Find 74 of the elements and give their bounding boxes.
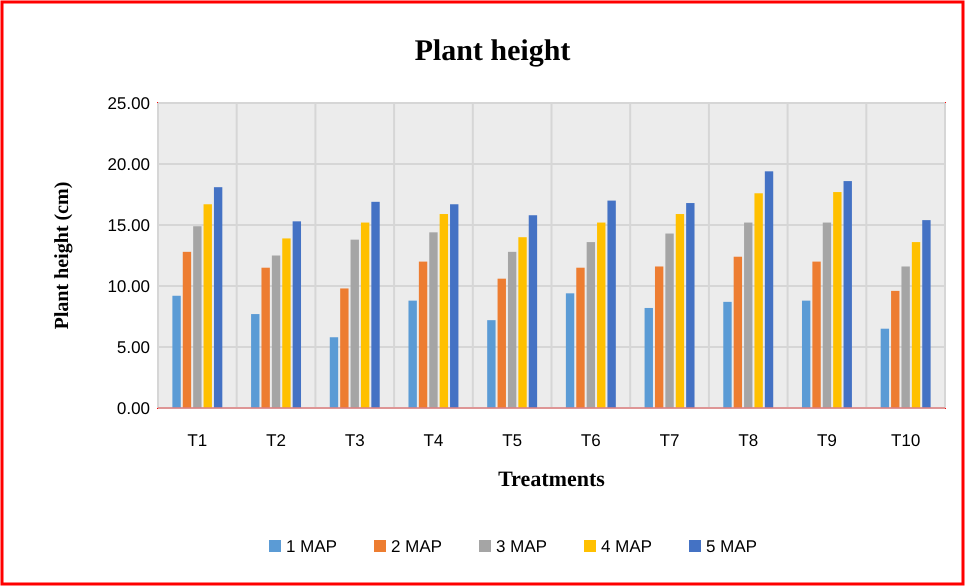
bar xyxy=(644,308,653,408)
bar xyxy=(214,187,222,408)
bar xyxy=(172,296,181,408)
x-tick-label: T10 xyxy=(891,431,920,450)
bar xyxy=(408,300,417,408)
y-tick-label: 5.00 xyxy=(116,338,150,357)
bar xyxy=(508,252,516,408)
y-tick-label: 10.00 xyxy=(107,276,150,296)
x-tick-label: T3 xyxy=(344,431,365,450)
bar xyxy=(723,302,732,408)
bar xyxy=(498,278,506,408)
bar xyxy=(350,240,359,408)
bar xyxy=(204,204,212,408)
bar xyxy=(833,192,842,408)
bar xyxy=(665,234,674,408)
y-axis-title: Plant height (cm) xyxy=(51,182,73,330)
bar xyxy=(597,222,606,408)
bar xyxy=(330,337,338,408)
bar xyxy=(822,222,832,408)
bar xyxy=(686,203,695,408)
bar xyxy=(360,222,370,408)
bar xyxy=(272,256,280,408)
bar xyxy=(371,202,380,408)
bar xyxy=(607,200,616,408)
bar xyxy=(764,171,774,408)
bar xyxy=(261,268,270,408)
bar xyxy=(429,232,438,408)
y-tick-label: 20.00 xyxy=(107,154,150,174)
bar xyxy=(880,328,890,408)
bar xyxy=(922,220,931,408)
bar xyxy=(802,300,810,408)
bar xyxy=(812,262,821,408)
bar xyxy=(654,266,664,408)
legend-label: 4 MAP xyxy=(601,536,652,556)
bar xyxy=(754,193,763,408)
bar xyxy=(251,314,260,408)
bar xyxy=(901,266,910,408)
bar xyxy=(744,222,752,408)
x-tick-label: T5 xyxy=(502,431,522,450)
bar xyxy=(566,293,574,408)
bar xyxy=(292,221,302,408)
y-tick-label: 0.00 xyxy=(116,398,150,418)
bar xyxy=(487,320,496,408)
y-tick-label: 25.00 xyxy=(107,94,150,113)
bar xyxy=(844,181,852,408)
bar xyxy=(576,268,585,408)
bar xyxy=(450,204,458,408)
legend-label: 2 MAP xyxy=(391,536,442,556)
bar xyxy=(440,214,448,408)
bar xyxy=(586,242,596,408)
x-tick-label: T1 xyxy=(187,431,208,450)
x-tick-label: T6 xyxy=(580,431,601,450)
bar xyxy=(528,215,538,408)
bar xyxy=(418,262,428,408)
bar xyxy=(734,256,742,408)
legend-label: 5 MAP xyxy=(706,536,758,556)
chart-title: Plant height xyxy=(414,34,570,67)
bar xyxy=(676,214,684,408)
bar xyxy=(912,242,920,408)
bar xyxy=(518,237,527,408)
y-tick-label: 15.00 xyxy=(107,216,150,235)
x-tick-label: T4 xyxy=(424,431,444,450)
x-axis-title: Treatments xyxy=(498,466,606,491)
bar xyxy=(282,238,291,408)
x-tick-label: T9 xyxy=(817,431,837,450)
bar xyxy=(193,226,202,408)
bar xyxy=(340,288,349,408)
legend-label: 1 MAP xyxy=(286,536,338,556)
bar xyxy=(891,290,900,408)
x-tick-label: T2 xyxy=(266,431,286,450)
x-tick-label: T8 xyxy=(738,431,758,450)
bar xyxy=(182,252,192,408)
legend-label: 3 MAP xyxy=(496,536,548,556)
x-tick-label: T7 xyxy=(660,431,680,450)
